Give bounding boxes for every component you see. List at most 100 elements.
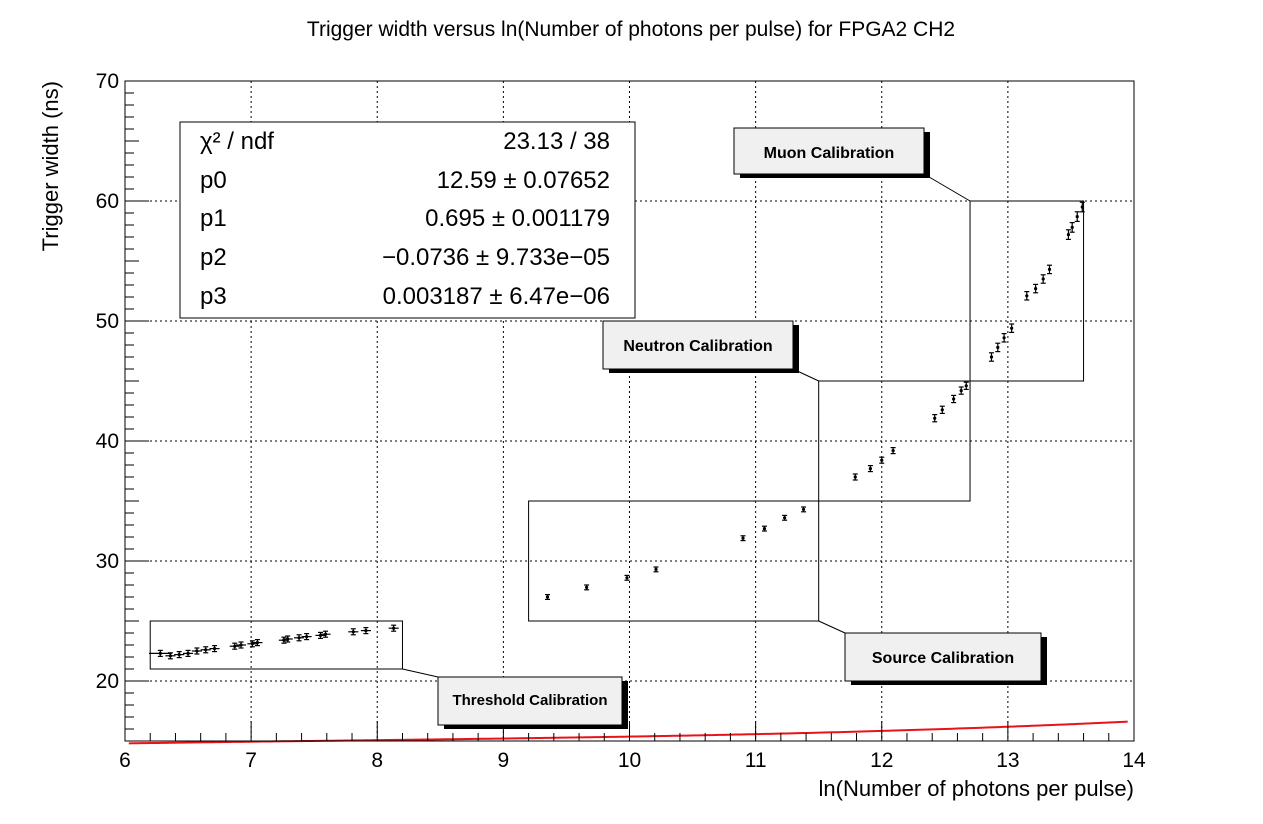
y-tick-label-0: 20: [96, 670, 119, 693]
callout-threshold-box: [437, 676, 623, 726]
data-point-marker: [1080, 205, 1084, 209]
callout-threshold-label: Threshold Calibration: [452, 692, 607, 709]
data-point-25: [761, 525, 767, 532]
data-points: [148, 201, 1085, 660]
axis-ticks: 6 7 8 9 10 11 12 13 14 20 30 40 50 60 70: [96, 70, 1146, 772]
data-point-24: [740, 535, 746, 542]
data-point-marker: [255, 641, 260, 645]
callout-neutron-label: Neutron Calibration: [623, 338, 772, 355]
data-point-marker: [186, 651, 190, 656]
data-point-21: [584, 584, 590, 591]
data-point-20: [545, 593, 551, 601]
x-tick-label-7: 13: [996, 749, 1019, 772]
data-point-28: [852, 473, 858, 481]
data-point-marker: [364, 629, 368, 633]
data-point-marker: [853, 475, 857, 479]
data-point-41: [1024, 291, 1030, 301]
data-point-marker: [654, 567, 658, 572]
data-point-10: [252, 638, 263, 647]
data-point-marker: [1066, 233, 1071, 237]
data-point-marker: [996, 345, 1000, 349]
x-tick-label-1: 7: [245, 749, 257, 772]
region-neutron: [818, 380, 971, 502]
data-point-marker: [1041, 277, 1045, 281]
data-point-marker: [585, 585, 589, 590]
data-point-18: [360, 626, 371, 635]
data-point-marker: [195, 649, 199, 653]
data-point-29: [867, 465, 873, 473]
data-point-7: [229, 642, 240, 650]
region-source: [528, 500, 820, 622]
y-tick-label-1: 30: [96, 550, 119, 573]
callout-threshold: Threshold Calibration: [437, 676, 628, 729]
y-tick-label-2: 40: [96, 430, 119, 453]
data-point-marker: [1025, 294, 1029, 298]
data-point-36: [963, 381, 969, 390]
callout-source-label: Source Calibration: [872, 650, 1014, 667]
data-point-48: [1079, 201, 1085, 213]
callout-muon: Muon Calibration: [733, 127, 930, 178]
y-tick-label-3: 50: [96, 310, 119, 333]
data-point-0: [148, 649, 172, 658]
data-point-marker: [305, 635, 309, 639]
stats-label-chi2: χ² / ndf: [200, 128, 274, 155]
data-point-32: [932, 414, 938, 423]
x-tick-label-5: 11: [745, 749, 767, 772]
x-tick-label-2: 8: [371, 749, 383, 772]
data-point-marker: [959, 389, 963, 393]
data-point-marker: [392, 626, 396, 630]
x-axis-title: ln(Number of photons per pulse): [819, 776, 1135, 801]
data-point-marker: [545, 595, 550, 599]
data-point-46: [1069, 222, 1075, 233]
data-point-marker: [880, 458, 884, 462]
data-point-42: [1033, 283, 1039, 294]
data-point-marker: [952, 397, 956, 401]
x-tick-label-4: 10: [618, 749, 641, 772]
data-point-marker: [1070, 225, 1074, 229]
data-point-30: [879, 456, 885, 464]
stats-box-frame: [179, 121, 636, 319]
data-point-4: [191, 647, 202, 655]
y-tick-label-4: 60: [96, 190, 119, 213]
stats-value-p0: 12.59 ± 0.07652: [437, 167, 610, 194]
leader-threshold: [402, 668, 439, 678]
data-point-45: [1065, 229, 1071, 240]
data-point-3: [183, 649, 194, 658]
stats-label-p3: p3: [200, 283, 227, 310]
x-tick-label-8: 14: [1122, 749, 1146, 772]
data-point-19: [388, 624, 399, 632]
data-point-marker: [233, 644, 237, 648]
data-point-marker: [351, 630, 355, 634]
stats-label-p0: p0: [200, 167, 227, 194]
data-point-23: [653, 566, 659, 573]
data-point-marker: [1047, 267, 1052, 271]
region-threshold: [149, 620, 403, 670]
leader-source: [818, 620, 846, 634]
data-point-2: [174, 650, 185, 659]
callout-source-box: [844, 632, 1042, 682]
data-point-26: [782, 514, 788, 521]
data-point-marker: [168, 654, 173, 658]
data-point-marker: [204, 648, 208, 652]
chart-title: Trigger width versus ln(Number of photon…: [307, 18, 955, 41]
data-point-marker: [868, 467, 872, 471]
data-point-31: [890, 447, 896, 455]
data-point-15: [315, 631, 326, 640]
data-point-marker: [297, 636, 301, 640]
x-tick-label-0: 6: [119, 749, 131, 772]
y-tick-label-5: 70: [96, 70, 119, 93]
data-point-marker: [1010, 326, 1014, 330]
data-point-marker: [801, 507, 806, 511]
data-point-12: [282, 635, 293, 643]
x-tick-label-3: 9: [498, 749, 510, 772]
data-point-47: [1074, 211, 1080, 222]
data-point-marker: [158, 651, 162, 656]
callout-muon-label: Muon Calibration: [764, 145, 895, 162]
stats-value-chi2: 23.13 / 38: [503, 128, 610, 155]
data-point-34: [951, 394, 957, 404]
data-point-44: [1046, 264, 1052, 275]
data-point-marker: [741, 536, 745, 540]
region-muon: [969, 200, 1085, 382]
callout-muon-box: [733, 127, 925, 175]
